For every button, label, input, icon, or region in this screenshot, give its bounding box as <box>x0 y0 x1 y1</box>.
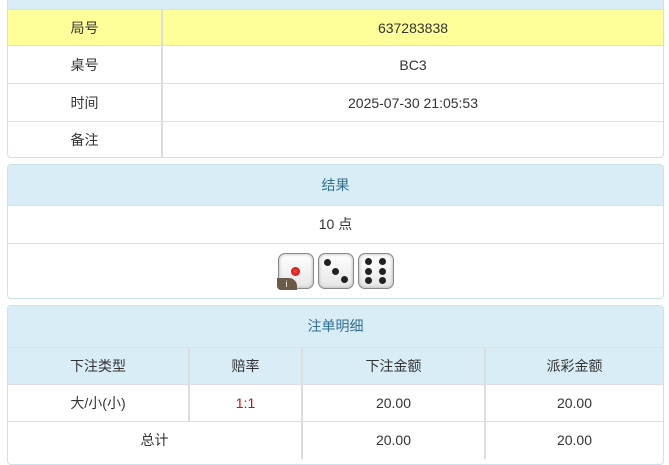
result-panel: 结果 10 点 i <box>7 164 664 299</box>
row-table: 桌号 BC3 <box>8 45 663 84</box>
col-odds: 赔率 <box>189 347 303 385</box>
pip <box>365 277 373 285</box>
label: 时间 <box>8 83 163 122</box>
die-1: i <box>276 253 314 290</box>
pip <box>378 257 386 265</box>
info-panel-header <box>8 0 663 9</box>
bet-amount: 20.00 <box>302 384 486 422</box>
payout: 20.00 <box>485 384 663 422</box>
info-icon[interactable]: i <box>276 278 297 290</box>
bet-table: 下注类型 赔率 下注金额 派彩金额 大/小(小) 1:1 20.00 20.00… <box>8 347 663 459</box>
pip <box>378 277 386 285</box>
result-title: 结果 <box>8 165 663 205</box>
table-number: BC3 <box>162 45 663 84</box>
pip <box>323 259 331 266</box>
time: 2025-07-30 21:05:53 <box>162 83 663 122</box>
row-time: 时间 2025-07-30 21:05:53 <box>8 83 663 122</box>
total-payout: 20.00 <box>485 421 663 459</box>
col-amount: 下注金额 <box>302 347 486 385</box>
odds: 1:1 <box>189 384 303 422</box>
pip <box>340 276 348 283</box>
pip <box>291 266 300 276</box>
pip <box>365 257 373 265</box>
die-6 <box>357 253 394 289</box>
bet-header-row: 下注类型 赔率 下注金额 派彩金额 <box>8 347 663 385</box>
note <box>162 121 663 157</box>
label: 备注 <box>8 121 163 157</box>
table-row: 大/小(小) 1:1 20.00 20.00 <box>8 384 663 422</box>
col-payout: 派彩金额 <box>485 347 663 385</box>
total-label: 总计 <box>8 421 303 459</box>
info-panel: 局号 637283838 桌号 BC3 时间 2025-07-30 21:05:53 … <box>7 0 664 158</box>
row-note: 备注 <box>8 121 663 157</box>
round-number: 637283838 <box>162 9 663 46</box>
total-amount: 20.00 <box>302 421 486 459</box>
result-points: 10 点 <box>8 205 663 243</box>
die-3 <box>317 253 354 289</box>
info-table: 局号 637283838 桌号 BC3 时间 2025-07-30 21:05:53 … <box>8 9 663 157</box>
dice-group: i <box>276 253 394 290</box>
pip <box>332 267 339 275</box>
pip <box>365 267 373 275</box>
label: 桌号 <box>8 45 163 84</box>
bet-type: 大/小(小) <box>8 384 190 422</box>
total-row: 总计 20.00 20.00 <box>8 421 663 459</box>
bet-panel: 注单明细 下注类型 赔率 下注金额 派彩金额 大/小(小) 1:1 20.00 … <box>7 305 664 465</box>
bet-title: 注单明细 <box>8 306 663 347</box>
pip <box>378 267 386 275</box>
row-round: 局号 637283838 <box>8 9 663 46</box>
col-type: 下注类型 <box>8 347 190 385</box>
label: 局号 <box>8 9 163 46</box>
